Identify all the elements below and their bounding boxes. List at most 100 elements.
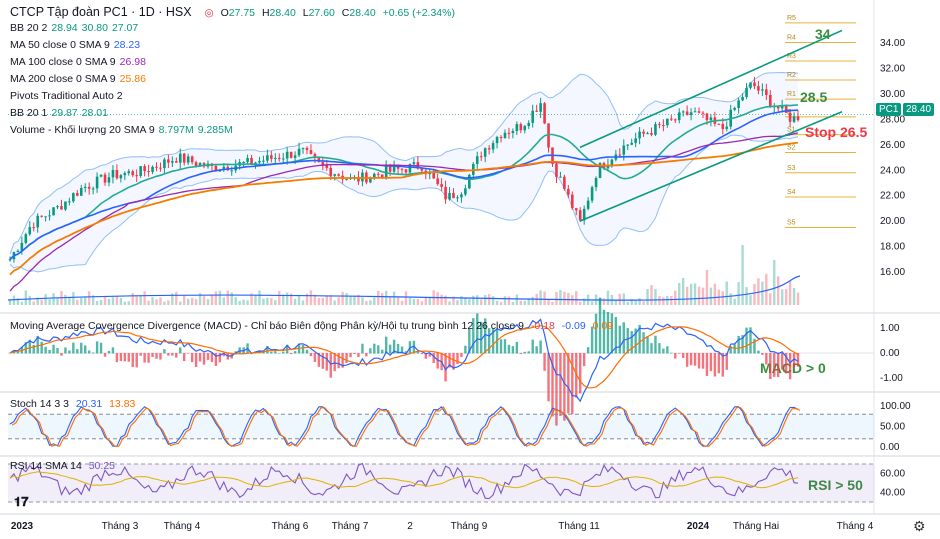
candle-body <box>468 174 471 189</box>
macd-histogram-bar <box>559 353 562 417</box>
macd-histogram-bar <box>515 341 519 354</box>
volume-bar <box>729 293 732 305</box>
volume-bar <box>388 296 392 305</box>
volume-bar <box>226 290 229 305</box>
low-value: 27.60 <box>308 7 335 19</box>
macd-histogram-bar <box>194 353 198 368</box>
macd-histogram-bar <box>420 353 424 355</box>
macd-line <box>9 318 799 403</box>
macd-histogram-bar <box>681 353 685 358</box>
volume-bar <box>713 283 717 305</box>
volume-bar <box>72 292 75 305</box>
bollinger-band-fill <box>9 72 799 272</box>
candle-body <box>638 131 641 139</box>
symbol-title[interactable]: CTCP Tập đoàn PC1 · 1D · HSX <box>10 5 192 19</box>
rsi-sma-line <box>9 471 799 489</box>
candle-body <box>792 116 796 122</box>
candle-body <box>483 148 487 157</box>
macd-histogram-bar <box>602 309 606 354</box>
macd-histogram-bar <box>131 353 134 368</box>
volume-bar <box>642 301 645 305</box>
candle-body <box>618 154 622 156</box>
macd-histogram-bar <box>143 353 146 363</box>
macd-histogram-bar <box>432 353 435 363</box>
gear-icon[interactable]: ⚙ <box>913 518 926 534</box>
macd-histogram-bar <box>274 351 277 354</box>
candle-body <box>24 234 28 243</box>
macd-histogram-bar <box>297 344 301 354</box>
indicator-legend-value: 29.87 <box>51 107 78 119</box>
macd-histogram-bar <box>713 353 717 377</box>
macd-histogram-bar <box>373 343 376 354</box>
stoch-legend[interactable]: Stoch 14 3 3 20.31 13.83 <box>10 398 139 410</box>
stoch-k-value: 20.31 <box>75 398 103 410</box>
candle-body <box>143 166 146 172</box>
time-axis-label: Tháng 4 <box>164 521 201 532</box>
macd-signal-value: 0.09 <box>592 320 614 332</box>
macd-histogram-bar <box>448 353 451 368</box>
macd-histogram-bar <box>753 338 756 354</box>
volume-bar <box>400 300 404 305</box>
indicator-legend-1[interactable]: MA 50 close 0 SMA 9 28.23 <box>10 39 144 51</box>
macd-histogram-bar <box>48 349 51 354</box>
indicator-legend-2[interactable]: MA 100 close 0 SMA 9 26.98 <box>10 56 150 68</box>
macd-histogram-bar <box>594 313 598 354</box>
macd-histogram-bar <box>16 351 20 354</box>
tradingview-logo[interactable]: 𝟏𝟕 <box>14 494 29 509</box>
volume-bar <box>210 294 214 305</box>
macd-histogram-bar <box>147 353 150 363</box>
eye-icon[interactable]: ◎ <box>204 7 214 19</box>
indicator-legend-0[interactable]: BB 20 2 28.94 30.80 27.07 <box>10 22 142 34</box>
rsi-legend[interactable]: RSI 14 SMA 14 50.25 <box>10 460 119 472</box>
candle-body <box>131 171 135 176</box>
volume-bar <box>107 298 111 305</box>
macd-histogram-bar <box>186 353 190 354</box>
macd-histogram-bar <box>377 345 380 354</box>
candle-body <box>610 159 614 165</box>
stoch-legend-label: Stoch 14 3 3 <box>10 398 69 410</box>
macd-histogram-bar <box>24 342 28 354</box>
macd-histogram-bar <box>32 344 35 354</box>
macd-histogram-bar <box>792 353 796 367</box>
macd-histogram-bar <box>567 353 570 414</box>
macd-histogram-bar <box>555 353 558 426</box>
volume-bar <box>733 298 736 305</box>
volume-bar <box>194 299 198 305</box>
candle-body <box>301 147 305 149</box>
indicator-legend-4[interactable]: Pivots Traditional Auto 2 <box>10 90 127 102</box>
candle-body <box>72 193 75 202</box>
candle-body <box>36 215 39 228</box>
macd-histogram-bar <box>646 336 649 354</box>
candle-body <box>709 117 713 121</box>
stoch-axis-tick: 50.00 <box>880 422 905 433</box>
macd-histogram-bar <box>115 353 119 363</box>
volume-bar <box>175 291 178 305</box>
macd-histogram-bar <box>183 353 186 362</box>
candle-body <box>214 165 218 172</box>
volume-bar <box>539 290 542 305</box>
macd-histogram-bar <box>535 346 538 354</box>
candle-body <box>147 171 150 173</box>
macd-histogram-bar <box>222 353 226 357</box>
macd-legend[interactable]: Moving Average Covergence Divergence (MA… <box>10 320 617 332</box>
candle-body <box>277 157 281 160</box>
indicator-legend-5[interactable]: BB 20 1 29.87 28.01 <box>10 107 112 119</box>
macd-histogram-bar <box>384 336 388 354</box>
indicator-legend-3[interactable]: MA 200 close 0 SMA 9 25.86 <box>10 73 150 85</box>
candle-body <box>503 132 507 139</box>
indicator-legend-6[interactable]: Volume - Khối lượng 20 SMA 9 8.797M 9.285M <box>10 124 237 136</box>
macd-histogram-bar <box>428 353 431 357</box>
volume-bar <box>349 295 352 305</box>
price-axis-tick: 24.00 <box>880 165 905 176</box>
macd-histogram-bar <box>689 353 693 366</box>
volume-bar <box>452 296 455 305</box>
macd-histogram-bar <box>503 339 507 354</box>
macd-histogram-bar <box>507 344 511 354</box>
candle-body <box>119 175 123 179</box>
volume-bar <box>206 299 210 305</box>
volume-bar <box>167 300 170 305</box>
volume-bar <box>147 300 150 305</box>
volume-bar <box>737 282 740 305</box>
macd-histogram-bar <box>749 327 752 354</box>
volume-bar <box>614 300 618 305</box>
